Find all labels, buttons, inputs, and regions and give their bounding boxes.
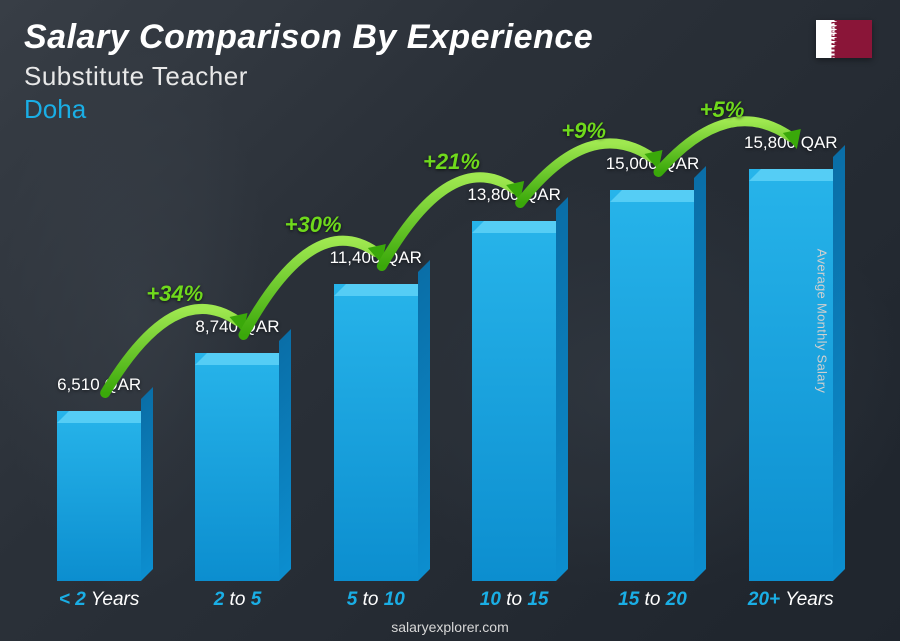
y-axis-label: Average Monthly Salary xyxy=(814,248,829,392)
flag-icon xyxy=(816,20,872,58)
footer-credit: salaryexplorer.com xyxy=(0,619,900,635)
chart-location: Doha xyxy=(24,94,593,125)
header: Salary Comparison By Experience Substitu… xyxy=(24,18,593,125)
growth-percent-label: +5% xyxy=(700,97,745,123)
chart-title: Salary Comparison By Experience xyxy=(24,18,593,57)
chart-subtitle: Substitute Teacher xyxy=(24,61,593,92)
